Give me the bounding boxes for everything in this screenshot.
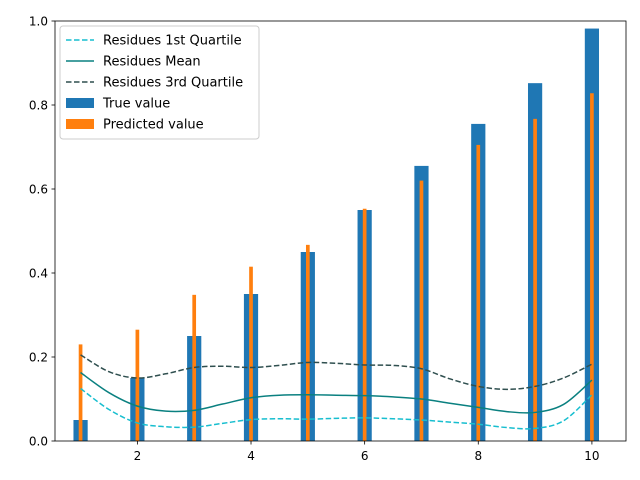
residue-lines (80, 354, 593, 430)
legend-box (59, 25, 260, 140)
predicted-value-bar (305, 244, 310, 441)
predicted-value-bar (78, 344, 83, 441)
legend-label: Residues 3rd Quartile (103, 76, 243, 91)
x-tick-label: 6 (361, 449, 369, 463)
predicted-value-bar (476, 144, 481, 441)
legend-entry-predicted: Predicted value (66, 118, 204, 133)
y-tick-label: 0.6 (29, 183, 48, 197)
x-tick-label: 2 (134, 449, 142, 463)
legend-bar-swatch (66, 98, 94, 108)
x-tick-label: 4 (247, 449, 255, 463)
predicted-value-bar (135, 329, 140, 441)
y-tick-label: 1.0 (29, 15, 48, 29)
legend-label: True value (102, 97, 170, 112)
legend-label: Predicted value (103, 118, 204, 133)
legend-entry-true: True value (66, 97, 170, 112)
predicted-value-bar (362, 208, 367, 441)
predicted-value-bar (249, 266, 253, 441)
legend-entry-q3: Residues 3rd Quartile (66, 76, 243, 91)
predicted-value-bar (419, 180, 424, 441)
y-tick-label: 0.4 (29, 267, 48, 281)
x-tick-label: 8 (474, 449, 482, 463)
residues-q3-line (80, 354, 593, 391)
x-tick-label: 10 (584, 449, 599, 463)
axes-frame (54, 20, 627, 442)
legend-label: Residues 1st Quartile (103, 34, 242, 49)
residues-q1-line (80, 387, 593, 430)
legend: Residues 1st Quartile Residues Mean Residu… (59, 25, 260, 140)
y-tick-label: 0.2 (29, 351, 48, 365)
axes: 2 4 6 8 10 0.0 0.2 0.4 0.6 0.8 1.0 (29, 15, 627, 463)
legend-entry-mean: Residues Mean (66, 55, 201, 70)
predicted-value-bar (533, 118, 537, 442)
legend-bar-swatch (66, 119, 94, 129)
legend-entry-q1: Residues 1st Quartile (66, 34, 242, 49)
predicted-value-bar (590, 93, 594, 442)
legend-label: Residues Mean (103, 55, 201, 70)
y-tick-label: 0.0 (29, 435, 48, 449)
y-tick-label: 0.8 (29, 99, 48, 113)
residues-mean-line (80, 371, 593, 414)
